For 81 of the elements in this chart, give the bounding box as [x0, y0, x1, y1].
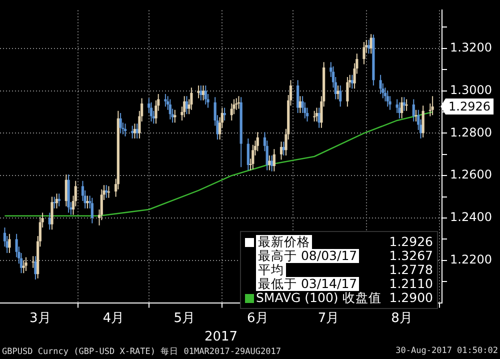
candlestick: [131, 125, 134, 139]
candlestick: [336, 84, 340, 100]
candlestick: [386, 90, 389, 108]
candlestick: [204, 84, 207, 106]
candlestick: [90, 197, 94, 224]
annotation: 1.2900: [389, 290, 433, 305]
candlestick: [174, 109, 176, 124]
candlestick: [50, 196, 54, 230]
x-axis-title: 2017: [204, 330, 238, 345]
annotation: 1.2926: [389, 234, 433, 249]
candlestick: [400, 96, 404, 119]
candlestick: [124, 123, 127, 137]
candlestick: [230, 102, 233, 121]
candlestick: [86, 195, 89, 209]
annotation: 平均: [256, 262, 286, 277]
candlestick: [235, 98, 238, 110]
candlestick: [414, 109, 418, 122]
candlestick: [256, 132, 259, 152]
annotation: 最低于 03/14/17: [256, 276, 360, 291]
candlestick: [272, 148, 276, 172]
y-tick-label: 1.2400: [450, 210, 492, 224]
candlestick: [362, 42, 366, 65]
candlestick: [405, 98, 408, 112]
candlestick: [200, 84, 202, 101]
x-tick-label: 5月: [174, 310, 196, 326]
candlestick: [339, 84, 342, 108]
candlestick: [367, 39, 370, 54]
candlestick: [280, 141, 283, 160]
candlestick: [270, 154, 274, 172]
x-tick-label: 3月: [30, 310, 51, 326]
candlestick: [313, 110, 316, 122]
annotation: 1.2778: [389, 262, 433, 277]
candlestick: [34, 256, 37, 280]
candlestick: [164, 93, 167, 108]
candlestick: [58, 193, 60, 207]
y-tick-label: 1.3000: [450, 82, 492, 97]
candlestick: [252, 144, 254, 170]
candlestick: [202, 84, 205, 101]
text: GBPUSD Curncy (GBP-USD X-RATE) 每日 01MAR2017-29AUG2017: [2, 346, 281, 358]
x-tick-label: 7月: [318, 310, 340, 326]
y-tick-label: 1.3200: [450, 40, 492, 54]
candlestick: [55, 193, 58, 209]
candlestick: [24, 256, 28, 272]
candlestick: [119, 112, 122, 134]
annotation: 1.3267: [389, 248, 433, 263]
candlestick: [197, 84, 200, 99]
y-tick-label: 1.2200: [450, 252, 492, 267]
annotation: 最高于 08/03/17: [256, 248, 360, 263]
y-tick-label: 1.2600: [450, 168, 492, 182]
candlestick: [190, 87, 193, 110]
text: 30-Aug-2017 01:50:02: [396, 346, 498, 358]
candlestick: [346, 76, 349, 108]
candlestick: [22, 260, 25, 274]
candlestick: [246, 138, 250, 171]
candlestick: [412, 98, 415, 122]
candlestick: [150, 102, 153, 122]
candlestick: [133, 123, 136, 139]
candlestick: [315, 107, 318, 122]
candlestick: [296, 80, 300, 114]
candlestick: [183, 96, 186, 118]
legend-label: SMAVG (100) 收盘值: [256, 290, 382, 305]
candlestick: [107, 186, 110, 198]
candlestick: [185, 96, 188, 115]
candlestick: [53, 196, 56, 209]
x-tick-label: 4月: [102, 310, 124, 326]
annotation: 最新价格: [256, 234, 312, 249]
candlestick: [398, 102, 401, 119]
x-tick-label: 6月: [246, 310, 268, 326]
y-tick-label: 1.2800: [450, 125, 492, 140]
candlestick: [105, 184, 108, 198]
candlestick: [223, 107, 226, 121]
x-tick-label: 8月: [391, 310, 412, 326]
annotation: 1.2110: [389, 276, 433, 291]
candlestick: [379, 74, 382, 94]
candlestick: [268, 154, 271, 171]
candlestick: [431, 96, 434, 116]
candlestick: [237, 96, 240, 110]
candlestick: [422, 105, 424, 138]
annotation: 1.2926: [448, 100, 491, 114]
candlestick: [168, 98, 172, 120]
candlestick: [8, 233, 11, 254]
